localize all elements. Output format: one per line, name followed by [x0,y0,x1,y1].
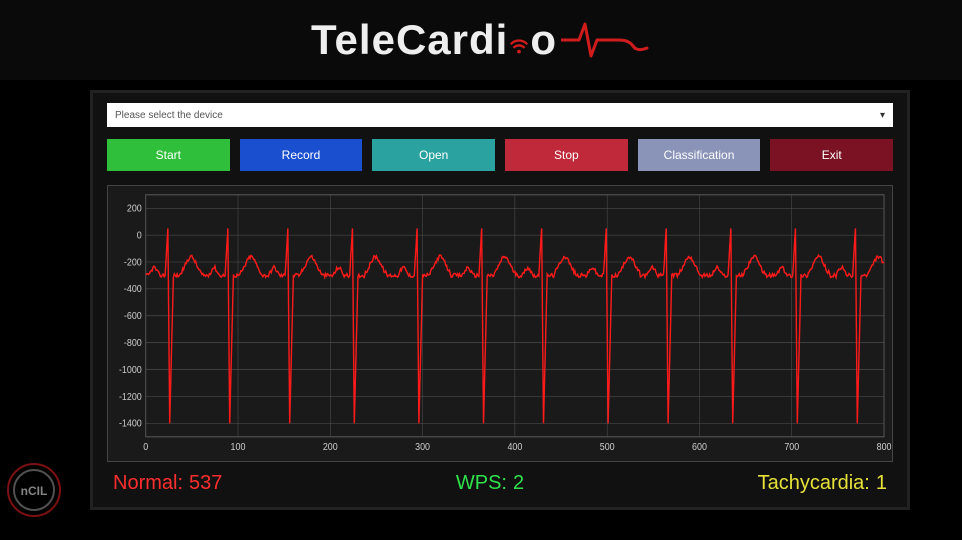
svg-text:300: 300 [415,441,430,453]
ecg-icon [561,20,651,60]
svg-text:200: 200 [323,441,338,453]
svg-text:-1000: -1000 [119,363,142,375]
status-normal: Normal: 537 [113,472,222,495]
status-normal-value: 537 [189,472,222,495]
svg-text:800: 800 [877,441,892,453]
logo-text-2: o [530,16,557,64]
svg-text:500: 500 [600,441,615,453]
svg-text:700: 700 [784,441,799,453]
status-bar: Normal: 537 WPS: 2 Tachycardia: 1 [107,472,893,499]
svg-text:0: 0 [137,229,142,241]
app-screen: Please select the device ▾ Start Record … [90,90,910,510]
status-tachy-label: Tachycardia: [758,472,870,495]
status-wps-value: 2 [513,472,524,495]
app-logo: TeleCardi o [311,16,651,64]
svg-text:600: 600 [692,441,707,453]
status-wps-label: WPS: [456,472,507,495]
status-tachy-value: 1 [876,472,887,495]
svg-text:nCIL: nCIL [21,484,48,498]
status-normal-label: Normal: [113,472,183,495]
svg-text:400: 400 [507,441,522,453]
app-header: TeleCardi o [0,0,962,80]
logo-text-1: TeleCardi [311,16,508,64]
open-button[interactable]: Open [372,139,495,171]
ecg-chart-svg: 2000-200-400-600-800-1000-1200-140001002… [108,186,892,461]
stop-button[interactable]: Stop [505,139,628,171]
device-select-placeholder: Please select the device [115,110,223,121]
svg-text:-600: -600 [124,310,142,322]
exit-button[interactable]: Exit [770,139,893,171]
status-tachycardia: Tachycardia: 1 [758,472,887,495]
svg-text:100: 100 [231,441,246,453]
vendor-logo: nCIL [4,460,64,520]
status-wps: WPS: 2 [456,472,524,495]
record-button[interactable]: Record [240,139,363,171]
classification-button[interactable]: Classification [638,139,761,171]
toolbar: Start Record Open Stop Classification Ex… [107,139,893,171]
chevron-down-icon: ▾ [880,110,885,121]
start-button[interactable]: Start [107,139,230,171]
device-select[interactable]: Please select the device ▾ [107,103,893,127]
wifi-icon [508,20,530,42]
svg-text:200: 200 [127,202,142,214]
svg-text:-800: -800 [124,337,142,349]
svg-text:0: 0 [143,441,148,453]
svg-text:-1200: -1200 [119,390,142,402]
svg-text:-1400: -1400 [119,417,142,429]
svg-text:-400: -400 [124,283,142,295]
ecg-chart: 2000-200-400-600-800-1000-1200-140001002… [107,185,893,462]
svg-text:-200: -200 [124,256,142,268]
